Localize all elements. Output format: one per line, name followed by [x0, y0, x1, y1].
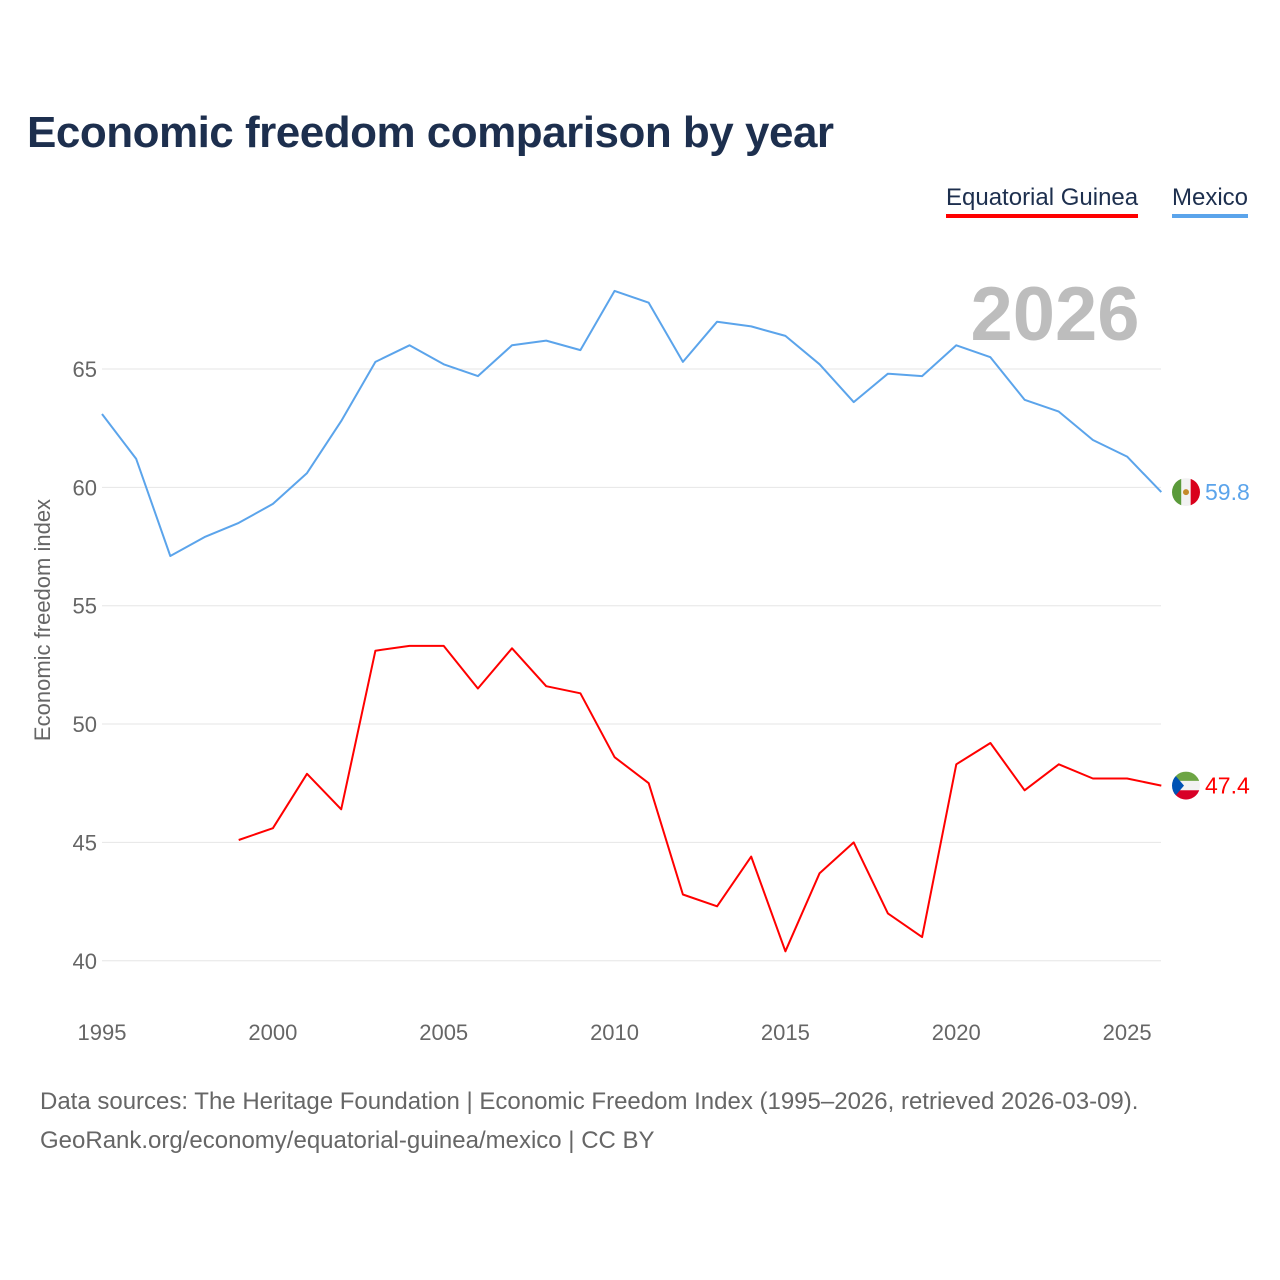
- legend-equatorial-guinea[interactable]: Equatorial Guinea: [946, 184, 1139, 218]
- y-tick-label: 50: [73, 712, 97, 737]
- footer-link[interactable]: GeoRank.org/economy/equatorial-guinea/me…: [40, 1127, 655, 1154]
- x-tick-label: 2015: [761, 1020, 810, 1045]
- y-tick-label: 45: [73, 830, 97, 855]
- x-tick-label: 2020: [932, 1020, 981, 1045]
- equatorial-guinea-flag-icon: [1172, 771, 1200, 800]
- series-line-equatorial-guinea: [238, 644, 1162, 953]
- x-tick-label: 2010: [590, 1020, 639, 1045]
- x-tick-label: 2005: [419, 1020, 468, 1045]
- year-watermark: 2026: [970, 272, 1139, 357]
- x-tick-label: 2000: [248, 1020, 297, 1045]
- y-tick-label: 40: [73, 949, 97, 974]
- y-tick-label: 65: [73, 357, 97, 382]
- y-tick-label: 55: [73, 594, 97, 619]
- series-line-mexico: [101, 289, 1163, 557]
- end-value-label: 59.8: [1205, 479, 1250, 505]
- mexico-flag-icon: [1172, 478, 1200, 507]
- end-value-label: 47.4: [1205, 773, 1250, 799]
- legend-mexico[interactable]: Mexico: [1172, 184, 1249, 218]
- y-tick-label: 60: [73, 475, 97, 500]
- footer-sources: Data sources: The Heritage Foundation | …: [40, 1088, 1139, 1115]
- chart-title: Economic freedom comparison by year: [27, 108, 834, 157]
- x-tick-label: 2025: [1103, 1020, 1152, 1045]
- y-axis-label: Economic freedom index: [30, 499, 55, 741]
- x-tick-label: 1995: [78, 1020, 127, 1045]
